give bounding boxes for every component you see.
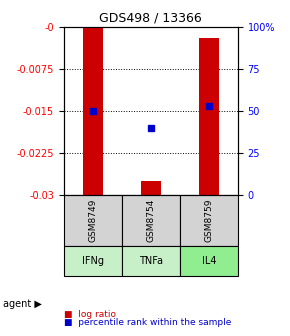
Text: GSM8749: GSM8749 (88, 199, 97, 242)
Bar (199, 38, 219, 196)
Text: TNFa: TNFa (139, 256, 163, 266)
Bar (83, 27, 103, 196)
Text: GSM8754: GSM8754 (146, 199, 155, 242)
FancyBboxPatch shape (122, 196, 180, 246)
Text: IFNg: IFNg (82, 256, 104, 266)
FancyBboxPatch shape (122, 246, 180, 276)
Text: ■  log ratio: ■ log ratio (64, 310, 116, 319)
Text: GSM8759: GSM8759 (204, 199, 213, 243)
FancyBboxPatch shape (180, 196, 238, 246)
Text: ■  percentile rank within the sample: ■ percentile rank within the sample (64, 318, 231, 327)
FancyBboxPatch shape (180, 246, 238, 276)
Title: GDS498 / 13366: GDS498 / 13366 (99, 11, 202, 24)
Text: IL4: IL4 (202, 256, 216, 266)
Text: agent ▶: agent ▶ (3, 299, 42, 309)
Bar (141, 181, 161, 196)
FancyBboxPatch shape (64, 246, 122, 276)
FancyBboxPatch shape (64, 196, 122, 246)
